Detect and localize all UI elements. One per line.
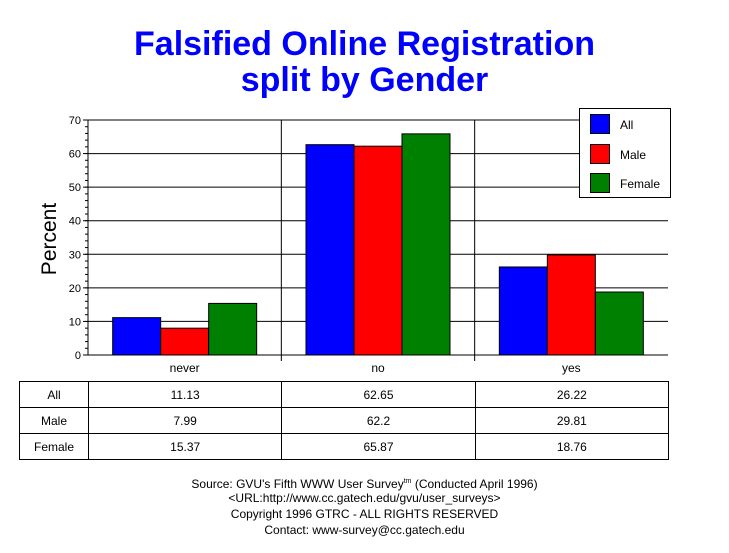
table-cell: 26.22: [474, 381, 670, 408]
y-tick-label: 30: [69, 249, 81, 261]
footer-source: Source: GVU's Fifth WWW User Surveytm (C…: [0, 477, 729, 491]
trademark-mark: tm: [403, 478, 412, 485]
x-tick-label: yes: [562, 361, 581, 375]
y-tick-label: 50: [69, 182, 81, 194]
y-tick-label: 40: [69, 216, 81, 228]
footer-contact: Contact: www-survey@cc.gatech.edu: [264, 523, 465, 537]
bar-male-no: [353, 145, 403, 356]
legend-swatch-male: [590, 144, 610, 164]
y-tick-label: 0: [75, 350, 81, 362]
bar-female-yes: [594, 291, 644, 356]
data-table: All 11.13 62.65 26.22 Male 7.99 62.2 29.…: [19, 381, 670, 460]
table-cell: 65.87: [281, 433, 476, 460]
table-cell: 29.81: [474, 407, 670, 434]
y-tick-label: 10: [69, 316, 81, 328]
row-header-female: Female: [19, 433, 89, 460]
table-cell: 7.99: [87, 407, 283, 434]
legend-label-female: Female: [620, 177, 661, 191]
legend-swatch-all: [590, 114, 610, 134]
footer-url: <URL:http://www.cc.gatech.edu/gvu/user_s…: [228, 491, 501, 505]
x-tick-label: never: [170, 361, 200, 375]
bar-female-no: [401, 133, 451, 356]
chart-title-line-1: Falsified Online Registration: [134, 25, 595, 63]
table-cell: 11.13: [87, 381, 283, 408]
legend-swatch-female: [590, 173, 610, 193]
row-header-male: Male: [19, 407, 89, 434]
chart-title-line-2: split by Gender: [240, 61, 489, 99]
legend-item-male: Male: [590, 144, 670, 166]
table-row: Female 15.37 65.87 18.76: [19, 433, 670, 460]
bar-male-yes: [546, 254, 596, 356]
legend-label-male: Male: [620, 148, 647, 162]
bar-male-never: [160, 327, 210, 356]
bar-female-never: [208, 302, 258, 356]
legend-item-female: Female: [590, 173, 670, 195]
source-date: (Conducted April 1996): [411, 477, 538, 491]
y-tick-label: 70: [69, 115, 81, 127]
table-cell: 15.37: [87, 433, 283, 460]
table-cell: 62.65: [281, 381, 476, 408]
y-tick-label: 60: [69, 149, 81, 161]
bar-all-yes: [498, 266, 548, 356]
y-tick-label: 20: [69, 283, 81, 295]
x-tick-label: no: [371, 361, 385, 375]
bar-all-no: [305, 144, 355, 356]
legend-item-all: All: [590, 114, 670, 136]
table-row: All 11.13 62.65 26.22: [19, 381, 670, 408]
footer-copyright: Copyright 1996 GTRC - ALL RIGHTS RESERVE…: [230, 507, 499, 521]
table-cell: 18.76: [474, 433, 670, 460]
bar-all-never: [112, 317, 162, 356]
table-cell: 62.2: [281, 407, 476, 434]
row-header-all: All: [19, 381, 89, 408]
source-text: Source: GVU's Fifth WWW User Survey: [191, 477, 404, 491]
legend: All Male Female: [579, 108, 671, 198]
legend-label-all: All: [620, 118, 634, 132]
table-row: Male 7.99 62.2 29.81: [19, 407, 670, 434]
